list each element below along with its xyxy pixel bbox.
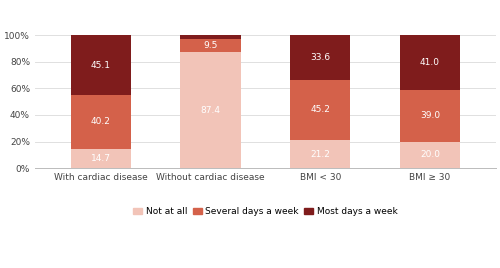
Text: 45.2: 45.2	[310, 105, 330, 114]
Legend: Not at all, Several days a week, Most days a week: Not at all, Several days a week, Most da…	[130, 203, 401, 220]
Bar	[400, 142, 460, 168]
Text: 31.8: 31.8	[200, 13, 220, 23]
Text: 40.2: 40.2	[91, 117, 110, 126]
Bar	[180, 0, 240, 39]
Bar	[290, 140, 350, 168]
Bar	[70, 149, 131, 168]
Bar	[70, 95, 131, 149]
Bar	[400, 35, 460, 90]
Text: 9.5: 9.5	[204, 41, 218, 50]
Text: 39.0: 39.0	[420, 111, 440, 120]
Bar	[70, 35, 131, 95]
Text: 45.1: 45.1	[91, 61, 111, 70]
Text: 87.4: 87.4	[200, 106, 220, 114]
Bar	[290, 80, 350, 140]
Bar	[290, 35, 350, 80]
Bar	[180, 39, 240, 52]
Bar	[400, 90, 460, 142]
Text: 14.7: 14.7	[91, 154, 111, 163]
Text: 20.0: 20.0	[420, 150, 440, 159]
Text: 41.0: 41.0	[420, 58, 440, 67]
Text: 33.6: 33.6	[310, 53, 330, 62]
Bar	[180, 52, 240, 168]
Text: 21.2: 21.2	[310, 150, 330, 159]
